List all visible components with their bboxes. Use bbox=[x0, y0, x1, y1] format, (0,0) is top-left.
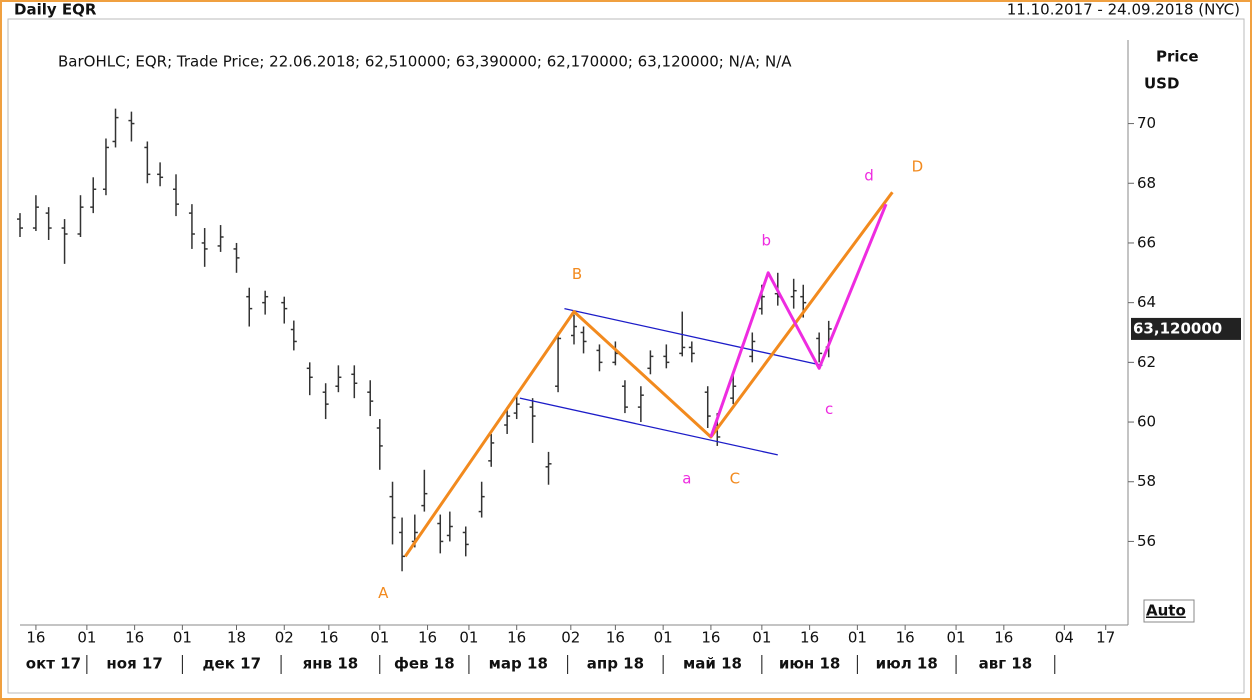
x-tick-label: 01 bbox=[752, 629, 771, 647]
month-label: фев 18 bbox=[394, 655, 455, 673]
x-tick-label: 01 bbox=[848, 629, 867, 647]
month-label: дек 17 bbox=[202, 655, 261, 673]
panel bbox=[7, 18, 1245, 694]
month-label: апр 18 bbox=[587, 655, 644, 673]
y-tick-label: 58 bbox=[1137, 472, 1156, 490]
y-tick-label: 60 bbox=[1137, 413, 1156, 431]
y-tick-label: 70 bbox=[1137, 114, 1156, 132]
wave-label: b bbox=[761, 231, 771, 249]
info: BarOHLC; EQR; Trade Price; 22.06.2018; 6… bbox=[58, 53, 792, 71]
x-tick-label: 16 bbox=[507, 629, 526, 647]
x-tick-label: 01 bbox=[947, 629, 966, 647]
x-tick-label: 16 bbox=[26, 629, 45, 647]
x-tick-label: 16 bbox=[701, 629, 720, 647]
wave-label: D bbox=[912, 158, 924, 176]
date-range: 11.10.2017 - 24.09.2018 (NYC) bbox=[1007, 1, 1240, 19]
wave-label: d bbox=[864, 167, 874, 185]
channel-line bbox=[564, 307, 823, 366]
wave-line bbox=[404, 191, 894, 558]
x-tick-label: 01 bbox=[459, 629, 478, 647]
channel-line bbox=[519, 397, 778, 456]
x-tick-label: 16 bbox=[896, 629, 915, 647]
x-tick-label: 16 bbox=[606, 629, 625, 647]
month-label: июл 18 bbox=[876, 655, 938, 673]
wave-label: C bbox=[730, 469, 740, 487]
wave-label: c bbox=[825, 400, 833, 418]
x-tick-label: 02 bbox=[561, 629, 580, 647]
month-label: июн 18 bbox=[779, 655, 841, 673]
month-label: окт 17 bbox=[26, 655, 81, 673]
y-axis-label: Price bbox=[1156, 48, 1199, 66]
month-label: янв 18 bbox=[303, 655, 359, 673]
month-label: май 18 bbox=[683, 655, 742, 673]
y-axis-unit: USD bbox=[1144, 75, 1179, 93]
y-tick-label: 64 bbox=[1137, 293, 1156, 311]
x-tick-label: 16 bbox=[800, 629, 819, 647]
y-tick-label: 68 bbox=[1137, 174, 1156, 192]
y-tick-label: 66 bbox=[1137, 233, 1156, 251]
x-tick-label: 16 bbox=[319, 629, 338, 647]
x-tick-label: 01 bbox=[77, 629, 96, 647]
wave-label: a bbox=[682, 469, 691, 487]
wave-label: B bbox=[572, 265, 582, 283]
month-label: мар 18 bbox=[489, 655, 548, 673]
x-tick-label: 02 bbox=[275, 629, 294, 647]
x-tick-label: 01 bbox=[654, 629, 673, 647]
auto-button[interactable] bbox=[1143, 599, 1195, 623]
x-tick-label: 16 bbox=[125, 629, 144, 647]
x-tick-label: 01 bbox=[370, 629, 389, 647]
chart-title: Daily EQR bbox=[14, 1, 97, 19]
y-tick-label: 62 bbox=[1137, 353, 1156, 371]
x-tick-label: 18 bbox=[227, 629, 246, 647]
x-tick-label: 17 bbox=[1096, 629, 1115, 647]
month-label: авг 18 bbox=[979, 655, 1033, 673]
wave-line bbox=[709, 203, 888, 438]
last-price-box bbox=[1131, 317, 1241, 340]
x-tick-label: 16 bbox=[994, 629, 1013, 647]
y-tick-label: 56 bbox=[1137, 532, 1156, 550]
x-tick-label: 01 bbox=[173, 629, 192, 647]
auto-label[interactable]: Auto bbox=[1146, 602, 1186, 620]
x-tick-label: 04 bbox=[1055, 629, 1074, 647]
month-label: ноя 17 bbox=[106, 655, 162, 673]
wave-label: A bbox=[378, 584, 389, 602]
last-price-label: 63,120000 bbox=[1133, 319, 1222, 337]
x-tick-label: 16 bbox=[418, 629, 437, 647]
